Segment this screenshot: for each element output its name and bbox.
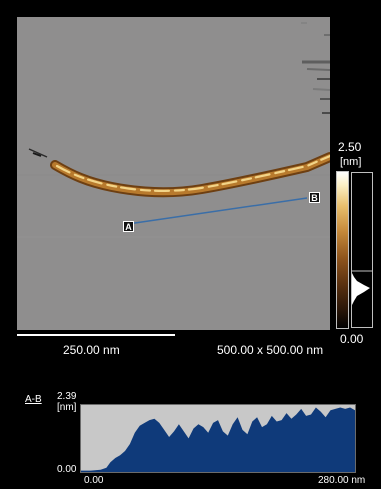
scale-bar: [17, 334, 175, 336]
scale-bar-label: 250.00 nm: [63, 343, 120, 357]
histogram-peak: [352, 273, 370, 305]
colorbar-unit-label: [nm]: [340, 156, 362, 168]
colorbar-max-label: 2.50: [338, 140, 362, 154]
profile-area-chart: [81, 407, 355, 472]
profile-y-max-label: 2.39: [57, 391, 77, 402]
scan-noise: [17, 22, 331, 238]
profile-x-max-label: 280.00 nm: [318, 475, 366, 486]
afm-height-image: [17, 17, 335, 330]
profile-title: A-B: [25, 394, 42, 405]
scan-size-label: 500.00 x 500.00 nm: [217, 343, 324, 357]
height-colorbar: [336, 171, 349, 329]
profile-area: [81, 407, 355, 472]
profile-y-min-label: 0.00: [57, 464, 77, 475]
marker-b[interactable]: B: [309, 192, 320, 203]
marker-a[interactable]: A: [123, 221, 134, 232]
profile-x-min-label: 0.00: [84, 475, 104, 486]
colorbar-min-label: 0.00: [340, 332, 364, 346]
afm-image-canvas: [17, 22, 335, 238]
profile-y-unit-label: [nm]: [57, 402, 77, 413]
profile-plot: [80, 404, 356, 473]
height-histogram: [351, 172, 373, 328]
fiber-strand: [50, 152, 335, 198]
profile-line: [127, 197, 308, 225]
